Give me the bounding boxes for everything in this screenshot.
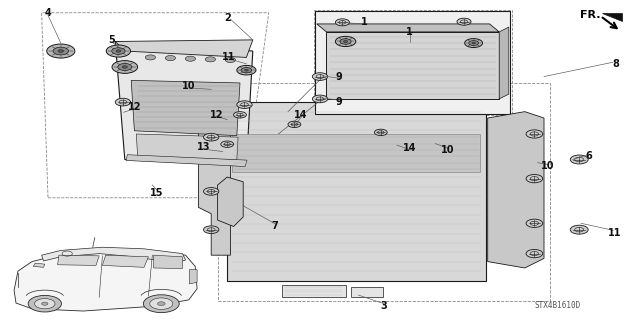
Circle shape bbox=[468, 41, 479, 46]
Circle shape bbox=[150, 298, 173, 309]
Circle shape bbox=[115, 98, 131, 106]
Circle shape bbox=[288, 121, 301, 128]
Text: 10: 10 bbox=[540, 161, 554, 171]
Circle shape bbox=[204, 133, 219, 141]
Circle shape bbox=[312, 95, 328, 103]
Circle shape bbox=[145, 55, 156, 60]
Polygon shape bbox=[115, 40, 253, 57]
Polygon shape bbox=[136, 134, 238, 160]
Polygon shape bbox=[315, 11, 510, 114]
Circle shape bbox=[472, 42, 476, 44]
Circle shape bbox=[116, 50, 121, 52]
Polygon shape bbox=[126, 155, 247, 167]
Circle shape bbox=[204, 188, 219, 195]
Polygon shape bbox=[499, 27, 509, 99]
Text: 8: 8 bbox=[612, 59, 619, 69]
Circle shape bbox=[344, 41, 348, 42]
Text: 1: 1 bbox=[362, 17, 368, 27]
Circle shape bbox=[465, 39, 483, 48]
Circle shape bbox=[241, 68, 252, 73]
Circle shape bbox=[28, 295, 61, 312]
Text: 3: 3 bbox=[381, 301, 387, 311]
Text: 10: 10 bbox=[441, 145, 455, 155]
Circle shape bbox=[58, 50, 63, 52]
Circle shape bbox=[47, 44, 75, 58]
Circle shape bbox=[526, 130, 543, 138]
Circle shape bbox=[225, 57, 236, 63]
Circle shape bbox=[570, 225, 588, 234]
Circle shape bbox=[234, 112, 246, 118]
Circle shape bbox=[112, 61, 138, 73]
Text: 12: 12 bbox=[127, 102, 141, 112]
Circle shape bbox=[526, 219, 543, 227]
Polygon shape bbox=[351, 287, 383, 297]
Circle shape bbox=[122, 66, 127, 68]
Text: 14: 14 bbox=[403, 143, 417, 153]
Circle shape bbox=[221, 141, 234, 147]
Circle shape bbox=[112, 48, 125, 54]
Text: STX4B1610D: STX4B1610D bbox=[535, 301, 581, 310]
Polygon shape bbox=[218, 177, 243, 226]
Circle shape bbox=[143, 295, 179, 313]
Polygon shape bbox=[282, 285, 346, 297]
Polygon shape bbox=[232, 134, 480, 172]
Text: 1: 1 bbox=[406, 27, 413, 37]
Circle shape bbox=[244, 69, 248, 71]
Circle shape bbox=[186, 56, 196, 61]
Circle shape bbox=[237, 65, 256, 75]
Text: 7: 7 bbox=[272, 221, 278, 232]
Polygon shape bbox=[227, 102, 486, 281]
Circle shape bbox=[106, 45, 131, 57]
Text: 13: 13 bbox=[196, 142, 211, 152]
Circle shape bbox=[374, 129, 387, 136]
Circle shape bbox=[335, 19, 349, 26]
Circle shape bbox=[237, 101, 252, 108]
Circle shape bbox=[312, 73, 328, 80]
Text: 2: 2 bbox=[224, 12, 230, 23]
Text: 5: 5 bbox=[109, 35, 115, 45]
Circle shape bbox=[526, 174, 543, 183]
Circle shape bbox=[42, 302, 48, 305]
Circle shape bbox=[165, 56, 175, 61]
Circle shape bbox=[118, 63, 132, 70]
Polygon shape bbox=[102, 255, 148, 267]
Circle shape bbox=[340, 39, 351, 44]
Text: 10: 10 bbox=[182, 81, 196, 91]
Circle shape bbox=[457, 18, 471, 25]
Circle shape bbox=[526, 249, 543, 258]
Polygon shape bbox=[326, 32, 499, 99]
Text: 11: 11 bbox=[607, 228, 621, 238]
Text: 9: 9 bbox=[336, 71, 342, 82]
Polygon shape bbox=[131, 80, 240, 136]
Text: 4: 4 bbox=[45, 8, 51, 18]
Polygon shape bbox=[14, 249, 197, 311]
Circle shape bbox=[53, 47, 68, 55]
Polygon shape bbox=[198, 115, 230, 255]
Polygon shape bbox=[488, 112, 544, 268]
Text: 12: 12 bbox=[209, 110, 223, 120]
Polygon shape bbox=[189, 270, 197, 284]
Polygon shape bbox=[33, 263, 45, 267]
Polygon shape bbox=[154, 255, 182, 269]
Polygon shape bbox=[602, 13, 622, 21]
Text: 6: 6 bbox=[586, 151, 592, 161]
Polygon shape bbox=[42, 247, 186, 263]
Polygon shape bbox=[115, 41, 253, 166]
Circle shape bbox=[570, 155, 588, 164]
Circle shape bbox=[157, 302, 165, 306]
Polygon shape bbox=[317, 24, 499, 32]
Text: 15: 15 bbox=[150, 188, 164, 198]
Text: 14: 14 bbox=[294, 110, 308, 120]
Circle shape bbox=[35, 299, 55, 309]
Text: 9: 9 bbox=[336, 97, 342, 107]
Text: FR.: FR. bbox=[580, 10, 600, 20]
Circle shape bbox=[205, 57, 216, 62]
Circle shape bbox=[335, 36, 356, 47]
Circle shape bbox=[204, 226, 219, 234]
Polygon shape bbox=[58, 255, 99, 265]
Text: 11: 11 bbox=[222, 52, 236, 63]
